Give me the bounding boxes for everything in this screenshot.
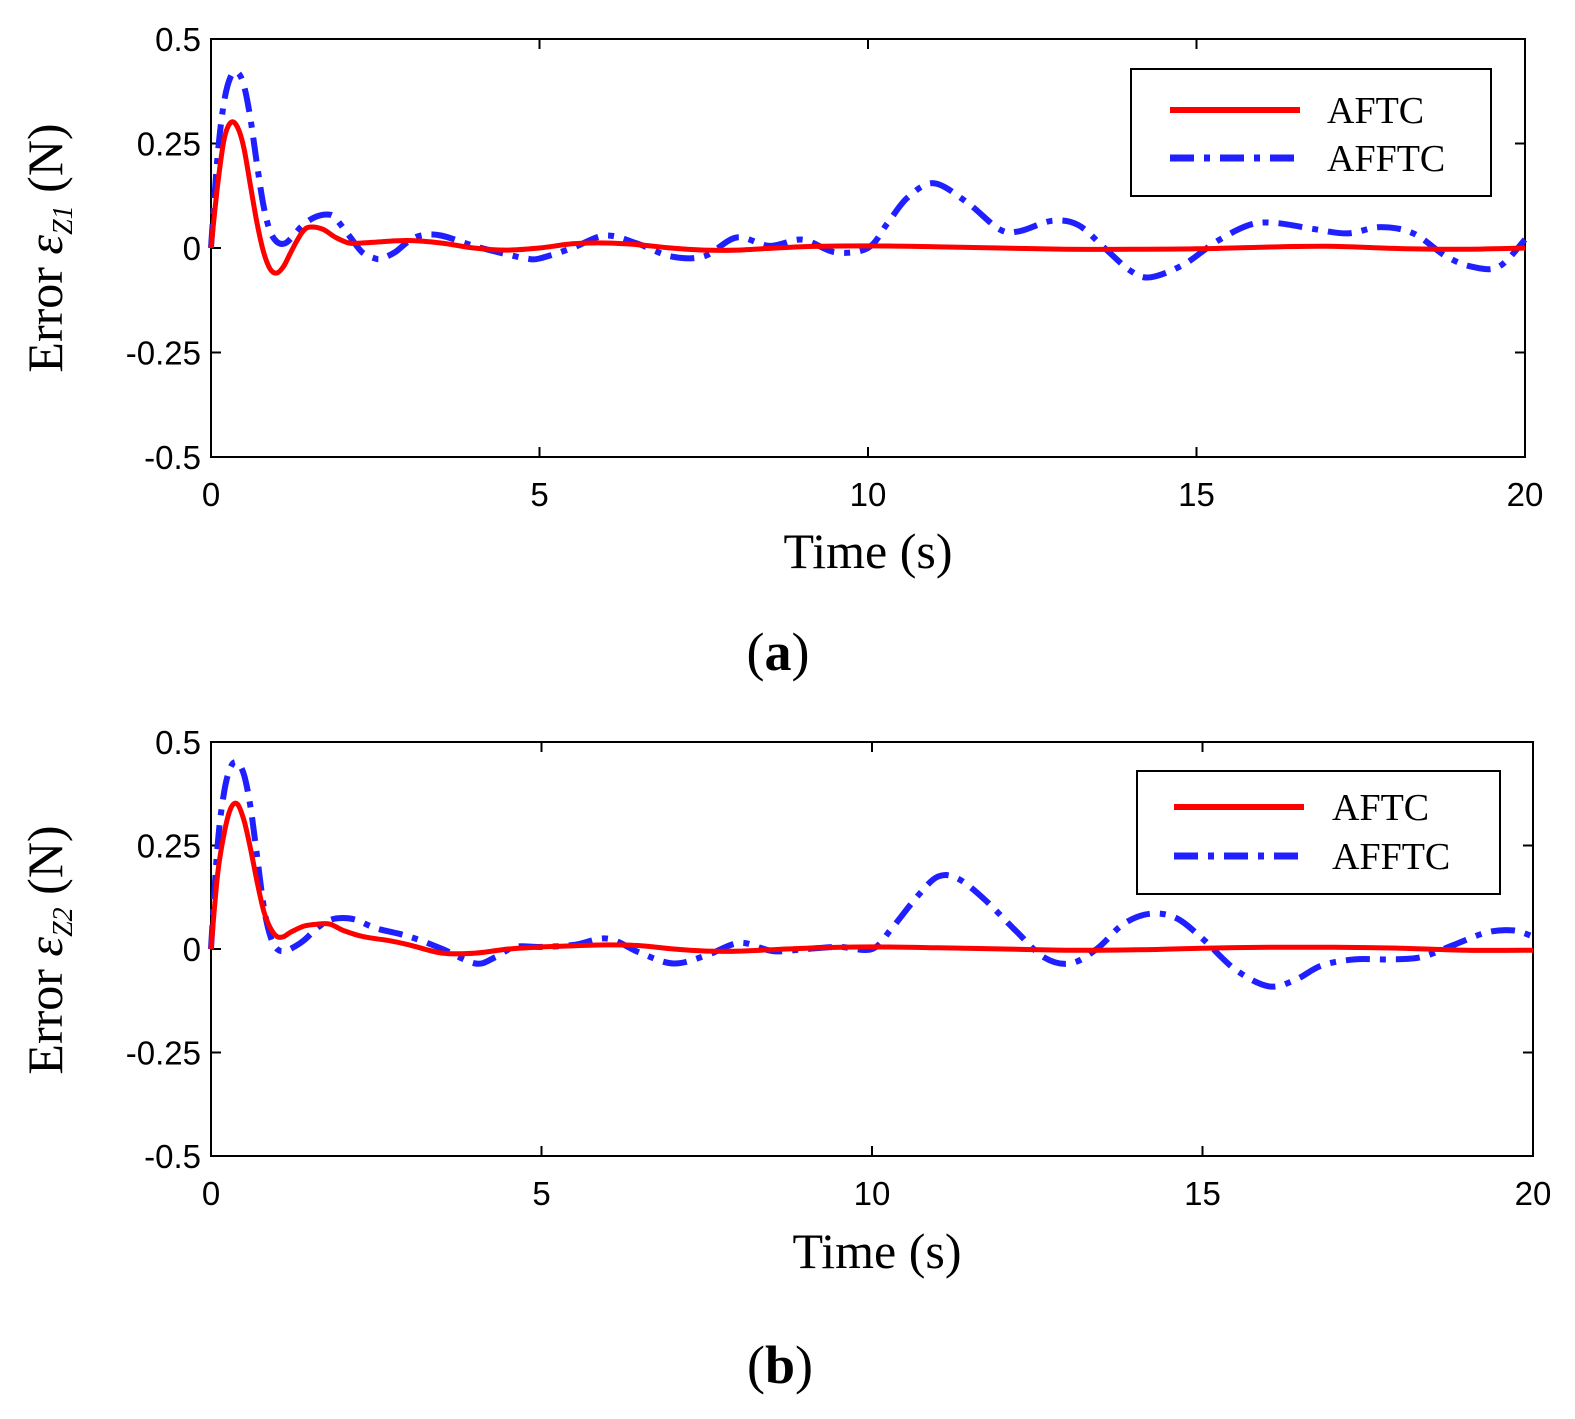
series-line-aftc-b [208, 800, 1534, 957]
legend-a: AFTC AFFTC [1130, 68, 1492, 197]
series-b [208, 759, 1535, 990]
x-tick-label-b: 15 [1184, 1175, 1221, 1212]
y-axis-title-b: Error εZ2 (N) [17, 825, 79, 1074]
legend-label-afftc-a: AFFTC [1327, 138, 1445, 180]
x-tick-label-a: 5 [530, 476, 548, 513]
y-axis-title-a: Error εZ1 (N) [17, 123, 79, 372]
y-ticks-b: -0.5 -0.25 0 0.25 0.5 [126, 724, 1533, 1175]
legend-box-a [1130, 68, 1492, 197]
legend-b: AFTC AFFTC [1136, 770, 1501, 895]
y-tick-label-b: 0.25 [137, 828, 201, 865]
series-line-afftc-a [208, 68, 1528, 281]
x-tick-label-a: 15 [1178, 476, 1215, 513]
x-tick-label-a: 10 [850, 476, 887, 513]
legend-box-b [1136, 770, 1501, 895]
x-ticks-a: 0 5 10 15 20 [202, 39, 1544, 513]
panel-caption-a: (a) [747, 622, 810, 682]
legend-label-afftc-b: AFFTC [1332, 836, 1450, 878]
series-a [208, 68, 1528, 281]
legend-label-aftc-b: AFTC [1332, 787, 1429, 829]
y-tick-label-b: -0.25 [126, 1035, 201, 1072]
series-line-aftc-a [208, 119, 1526, 276]
y-tick-label-b: 0 [183, 931, 201, 968]
x-axis-title-a: Time (s) [783, 523, 952, 579]
panel-caption-b: (b) [747, 1335, 813, 1395]
x-axis-title-b: Time (s) [792, 1223, 961, 1279]
y-tick-label-a: -0.25 [126, 335, 201, 372]
y-tick-label-a: -0.5 [144, 439, 201, 476]
panel-a: 0 5 10 15 20 -0.5 -0.25 0 0.25 0.5 AFTC AFFTC Ti… [17, 21, 1543, 682]
x-tick-label-a: 0 [202, 476, 220, 513]
y-tick-label-b: 0.5 [155, 724, 201, 761]
y-tick-label-a: 0 [183, 230, 201, 267]
x-tick-label-a: 20 [1507, 476, 1544, 513]
y-tick-label-a: 0.5 [155, 21, 201, 58]
series-line-afftc-b [208, 759, 1535, 990]
x-tick-label-b: 0 [202, 1175, 220, 1212]
legend-label-aftc-a: AFTC [1327, 90, 1424, 132]
x-ticks-b: 0 5 10 15 20 [202, 742, 1552, 1212]
y-tick-label-a: 0.25 [137, 126, 201, 163]
y-tick-label-b: -0.5 [144, 1138, 201, 1175]
y-ticks-a: -0.5 -0.25 0 0.25 0.5 [126, 21, 1525, 476]
x-tick-label-b: 20 [1515, 1175, 1552, 1212]
x-tick-label-b: 10 [854, 1175, 891, 1212]
panel-b: 0 5 10 15 20 -0.5 -0.25 0 0.25 0.5 AFTC AFFTC Ti… [17, 724, 1551, 1395]
x-tick-label-b: 5 [532, 1175, 550, 1212]
